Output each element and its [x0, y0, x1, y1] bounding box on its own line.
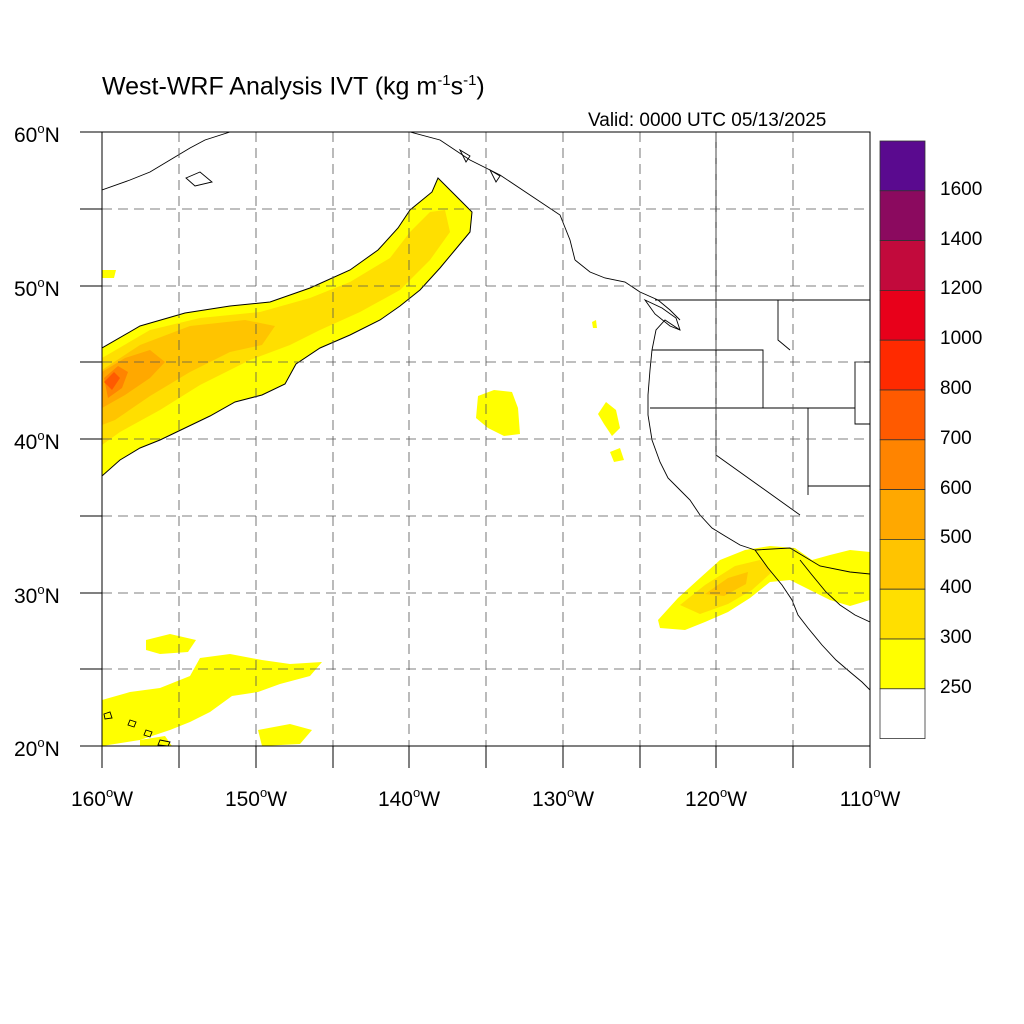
ivt-500-band [102, 350, 165, 408]
colorbar-label: 800 [940, 378, 972, 399]
lon-label-140: 140oW [377, 785, 441, 811]
colorbar-label: 500 [940, 527, 972, 549]
coastal-ivt-blob-1 [598, 402, 620, 436]
coastal-ivt-blob-3 [592, 320, 597, 328]
graticule [102, 132, 870, 746]
alaska-coastline [102, 132, 576, 261]
colorbar-label: 250 [940, 676, 972, 698]
colorbar-swatch [879, 439, 926, 490]
colorbar-swatch [879, 688, 926, 739]
ivt-300-band [102, 210, 450, 445]
colorbar-swatch [879, 588, 926, 640]
lat-label-40: 40oN [14, 428, 60, 454]
axis-ticks [80, 131, 871, 768]
mid-ocean-ivt-blob [476, 390, 520, 436]
mexico-coastline [754, 549, 870, 691]
us-state-boundaries [650, 132, 870, 516]
lon-label-160: 160oW [70, 785, 134, 811]
colorbar-label: 400 [940, 577, 972, 599]
lat-label-60: 60oN [14, 121, 60, 147]
colorbar-swatch [879, 289, 926, 341]
southwest-ivt-blob-3 [258, 724, 312, 746]
colorbar-swatch [879, 339, 926, 391]
lon-label-130: 130oW [531, 785, 595, 811]
coastal-ivt-blob-2 [610, 448, 624, 462]
colorbar-label: 700 [940, 427, 972, 449]
southwest-ivt-plume [102, 654, 322, 746]
valid-time-label: Valid: 0000 UTC 05/13/2025 [588, 110, 827, 131]
coastal-ivt-blob-4 [102, 270, 116, 278]
colorbar-label: 1600 [940, 178, 983, 200]
lon-label-150: 150oW [224, 785, 288, 811]
southwest-ivt-blob-2 [146, 634, 196, 654]
hawaii-islands [103, 711, 171, 746]
us-west-coastline [647, 319, 756, 551]
lon-label-120: 120oW [684, 785, 748, 811]
colorbar-label: 1000 [940, 328, 983, 350]
lat-label-20: 20oN [14, 735, 60, 761]
colorbar-label: 300 [940, 627, 972, 648]
colorbar-label: 1400 [940, 228, 983, 250]
ivt-700-core [104, 372, 120, 390]
lon-label-110: 110oW [839, 785, 901, 811]
ivt-fill-layer [102, 177, 870, 746]
colorbar-swatch [879, 190, 926, 242]
colorbar-swatch [879, 389, 926, 441]
us-mexico-border [754, 547, 870, 575]
colorbar-swatch [879, 539, 926, 590]
colorbar-label: 1200 [940, 278, 983, 300]
southwest-ivt-blob-4 [140, 736, 172, 746]
colorbar [879, 140, 926, 739]
ivt-400-band [102, 320, 275, 425]
colorbar-swatch [879, 240, 926, 291]
lat-label-30: 30oN [14, 582, 60, 608]
colorbar-swatch [879, 638, 926, 690]
map-title: West-WRF Analysis IVT (kg m-1s-1) [102, 72, 485, 101]
colorbar-swatch [879, 489, 926, 540]
british-columbia-coastline [574, 259, 681, 321]
alaska-islands [185, 148, 501, 187]
baja-ivt-plume [658, 546, 870, 630]
lat-label-50: 50oN [14, 275, 60, 301]
colorbar-label: 600 [940, 477, 972, 499]
colorbar-swatch [879, 140, 926, 192]
